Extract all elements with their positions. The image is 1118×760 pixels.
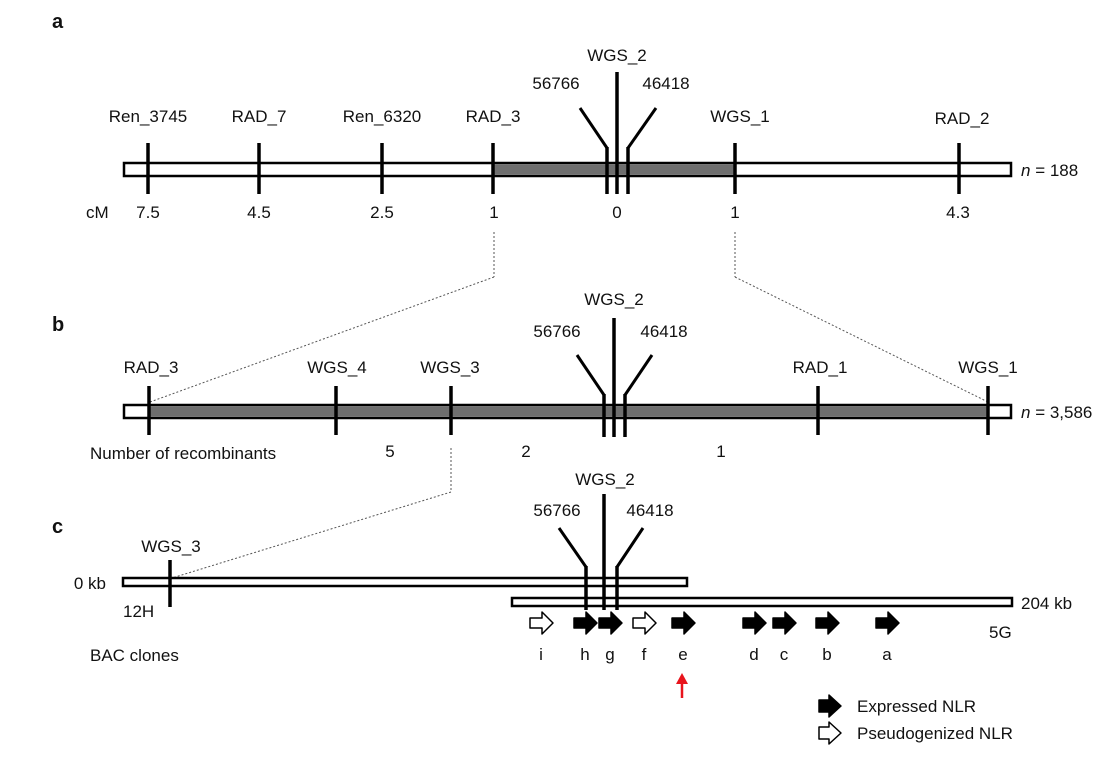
gene-label-f: f [642,645,647,664]
marker-label-wgs-3-c: WGS_3 [141,537,201,556]
marker-label-wgs-1-a: WGS_1 [710,107,770,126]
gene-label-d: d [749,645,758,664]
recombinants-count-1: 5 [385,442,394,461]
distance-rad-3: 1 [489,203,498,222]
marker-label-46418-a: 46418 [642,74,689,93]
marker-label-wgs-2-a: WGS_2 [587,46,647,65]
recombinants-count-2: 2 [521,442,530,461]
gene-label-h: h [580,645,589,664]
marker-label-56766-c: 56766 [533,501,580,520]
distance-rad-7: 4.5 [247,203,271,222]
panel-a-letter: a [52,11,64,33]
panel-b-sample-size: n = 3,586 [1021,403,1092,422]
gene-arrow-d-expressed [742,611,767,635]
hollow-arrow-icon [818,721,842,745]
distance-rad-2: 4.3 [946,203,970,222]
marker-label-ren-6320: Ren_6320 [343,107,421,126]
clone-label-12h: 12H [123,602,154,621]
gene-label-g: g [605,645,614,664]
panel-a-sample-size: n = 188 [1021,161,1078,180]
marker-label-ren-3745: Ren_3745 [109,107,187,126]
marker-label-46418-b: 46418 [640,322,687,341]
panel-b-leaders [575,354,654,396]
distance-wgs-1: 1 [730,203,739,222]
filled-arrow-icon [818,694,842,718]
panel-c-letter: c [52,516,63,538]
marker-label-rad-7: RAD_7 [232,107,287,126]
recombinants-count-3: 1 [716,442,725,461]
zoom-lines-a-to-b [149,232,989,403]
marker-label-wgs-2-c: WGS_2 [575,470,635,489]
gene-arrow-e-expressed [671,611,696,635]
gene-label-a: a [882,645,892,664]
panel-b-letter: b [52,314,64,336]
marker-label-56766-a: 56766 [532,74,579,93]
bac-clone-5g [510,596,1014,608]
marker-label-wgs-1-b: WGS_1 [958,358,1018,377]
panel-b-shaded-interval [150,406,988,417]
gene-label-b: b [822,645,831,664]
panel-a-ticks [146,72,961,194]
gene-arrow-g-expressed [598,611,623,635]
gene-label-e: e [678,645,687,664]
legend-pseudogenized: Pseudogenized NLR [857,724,1013,743]
legend: Expressed NLR Pseudogenized NLR [818,694,1013,745]
zoom-lines-b-to-c [171,448,452,579]
marker-label-46418-c: 46418 [626,501,673,520]
marker-label-rad-3-a: RAD_3 [466,107,521,126]
red-up-arrow-icon [676,673,688,698]
panel-a-leaders [578,107,658,149]
panel-a-shaded-interval [494,164,735,175]
start-kb-label: 0 kb [74,574,106,593]
marker-label-wgs-2-b: WGS_2 [584,290,644,309]
cm-unit-label: cM [86,203,109,222]
gene-arrow-a-expressed [875,611,900,635]
panel-b-ticks [147,318,990,437]
bac-clone-12h [121,576,689,588]
panel-c-ticks [168,494,619,610]
clone-label-5g: 5G [989,623,1012,642]
marker-label-rad-1: RAD_1 [793,358,848,377]
marker-label-wgs-3-b: WGS_3 [420,358,480,377]
distance-center: 0 [612,203,621,222]
end-kb-label: 204 kb [1021,594,1072,613]
recombinants-row-label: Number of recombinants [90,444,276,463]
gene-arrow-f-pseudogenized [632,611,657,635]
marker-label-56766-b: 56766 [533,322,580,341]
gene-arrow-c-expressed [772,611,797,635]
gene-label-i: i [539,645,543,664]
gene-arrow-b-expressed [815,611,840,635]
legend-expressed: Expressed NLR [857,697,976,716]
gene-arrows [529,611,900,635]
gene-arrow-h-expressed [573,611,598,635]
gene-label-c: c [780,645,789,664]
bac-clones-label: BAC clones [90,646,179,665]
marker-label-rad-2: RAD_2 [935,109,990,128]
distance-ren-3745: 7.5 [136,203,160,222]
marker-label-rad-3-b: RAD_3 [124,358,179,377]
marker-label-wgs-4: WGS_4 [307,358,367,377]
distance-ren-6320: 2.5 [370,203,394,222]
panel-c-leaders [557,527,645,568]
gene-arrow-i-pseudogenized [529,611,554,635]
